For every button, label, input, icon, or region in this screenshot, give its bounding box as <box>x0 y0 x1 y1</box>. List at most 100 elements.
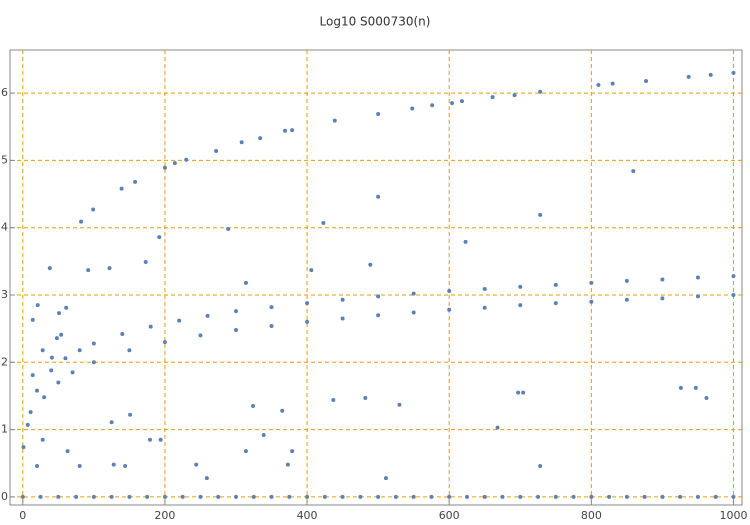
point <box>287 494 292 499</box>
point <box>553 301 558 306</box>
point <box>290 449 295 454</box>
point <box>482 286 487 291</box>
x-tick-label: 0 <box>19 509 26 522</box>
point <box>91 494 96 499</box>
point <box>109 494 114 499</box>
point <box>332 118 337 123</box>
point <box>162 165 167 170</box>
point <box>695 494 700 499</box>
point <box>70 370 75 375</box>
point <box>660 277 665 282</box>
point <box>410 106 415 111</box>
point <box>269 305 274 310</box>
point <box>429 494 434 499</box>
point <box>553 494 558 499</box>
point <box>512 93 517 98</box>
point <box>363 395 368 400</box>
point <box>109 420 114 425</box>
point <box>516 390 521 395</box>
point <box>490 95 495 100</box>
point <box>91 360 96 365</box>
point <box>331 398 336 402</box>
point <box>119 186 124 191</box>
point <box>411 494 416 499</box>
point <box>233 309 238 314</box>
point <box>538 463 543 468</box>
point <box>157 235 162 240</box>
point <box>536 494 541 499</box>
point <box>607 494 612 499</box>
point <box>283 128 288 133</box>
point <box>128 412 133 417</box>
y-tick-label: 1 <box>1 423 8 436</box>
point <box>145 494 150 499</box>
point <box>20 494 25 499</box>
point <box>463 239 468 244</box>
point <box>731 494 736 499</box>
point <box>63 356 68 361</box>
point <box>376 294 381 299</box>
point <box>660 296 665 301</box>
point <box>686 74 691 79</box>
point <box>269 494 274 499</box>
plot-frame <box>9 49 743 506</box>
point <box>198 333 203 338</box>
point <box>376 313 381 318</box>
point <box>411 310 416 315</box>
point <box>305 319 310 324</box>
point <box>214 148 219 153</box>
point <box>79 219 84 224</box>
point <box>233 328 238 332</box>
point <box>49 368 54 373</box>
point <box>47 266 52 271</box>
point <box>495 425 500 430</box>
point <box>38 494 43 499</box>
point <box>226 227 231 232</box>
point <box>383 476 388 481</box>
point <box>205 313 210 318</box>
point <box>624 297 629 302</box>
point <box>239 140 244 145</box>
point <box>77 348 82 353</box>
point <box>123 463 128 468</box>
point <box>642 494 647 499</box>
point <box>500 494 505 499</box>
point <box>482 305 487 310</box>
point <box>35 388 40 393</box>
point <box>40 437 45 442</box>
point <box>172 161 177 166</box>
point <box>162 340 167 345</box>
point <box>695 294 700 299</box>
point <box>411 291 416 296</box>
point <box>280 408 285 413</box>
point <box>143 260 148 265</box>
point <box>459 99 464 104</box>
point <box>695 275 700 280</box>
point <box>35 463 40 468</box>
point <box>321 220 326 225</box>
point <box>322 494 327 499</box>
point <box>731 274 736 279</box>
point <box>59 332 64 337</box>
point <box>64 305 69 310</box>
point <box>40 348 45 353</box>
point <box>538 212 543 217</box>
point <box>91 207 96 212</box>
point <box>30 317 35 322</box>
point <box>204 476 209 481</box>
point <box>21 445 26 450</box>
point <box>243 449 248 454</box>
point <box>358 494 363 499</box>
point <box>624 278 629 283</box>
point <box>56 380 61 385</box>
point <box>644 78 649 83</box>
point <box>704 395 709 400</box>
point <box>261 433 266 437</box>
point <box>158 437 163 442</box>
point <box>678 494 683 499</box>
point <box>243 280 248 285</box>
point <box>107 266 112 271</box>
point <box>177 318 182 323</box>
point <box>305 301 310 306</box>
